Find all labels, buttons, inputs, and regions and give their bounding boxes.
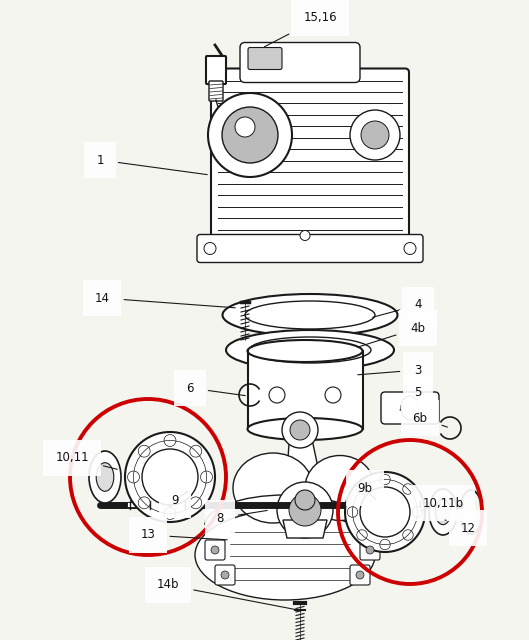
Ellipse shape (223, 294, 397, 336)
Circle shape (403, 484, 413, 494)
Circle shape (142, 449, 198, 505)
Ellipse shape (96, 463, 114, 492)
Text: 8: 8 (216, 511, 267, 525)
FancyBboxPatch shape (205, 540, 225, 560)
FancyBboxPatch shape (209, 81, 223, 101)
Text: 10,11: 10,11 (55, 451, 117, 469)
Circle shape (289, 494, 321, 526)
Circle shape (403, 530, 413, 540)
Text: 4b: 4b (358, 321, 425, 347)
Circle shape (290, 420, 310, 440)
Text: 12: 12 (445, 520, 476, 534)
Circle shape (277, 482, 333, 538)
Circle shape (138, 497, 150, 509)
Ellipse shape (435, 499, 451, 525)
Circle shape (412, 507, 423, 517)
Circle shape (138, 445, 150, 457)
Bar (248, 351, 362, 429)
Circle shape (221, 571, 229, 579)
Circle shape (357, 530, 367, 540)
Polygon shape (285, 430, 325, 500)
Text: 3: 3 (358, 364, 422, 376)
Circle shape (325, 387, 341, 403)
FancyBboxPatch shape (215, 565, 235, 585)
Circle shape (208, 93, 292, 177)
Ellipse shape (248, 418, 362, 440)
Circle shape (356, 571, 364, 579)
Ellipse shape (248, 340, 362, 362)
Circle shape (300, 230, 310, 241)
FancyBboxPatch shape (240, 42, 360, 83)
Text: 5: 5 (400, 387, 422, 410)
Ellipse shape (249, 337, 371, 363)
FancyBboxPatch shape (248, 47, 282, 70)
Ellipse shape (245, 301, 375, 329)
Circle shape (235, 117, 255, 137)
Circle shape (357, 484, 367, 494)
Text: 6: 6 (186, 381, 245, 396)
Circle shape (127, 471, 140, 483)
Circle shape (350, 110, 400, 160)
Text: 4: 4 (372, 298, 422, 317)
Circle shape (282, 412, 318, 448)
Circle shape (269, 387, 285, 403)
Circle shape (361, 121, 389, 149)
Circle shape (164, 508, 176, 520)
Text: 1: 1 (96, 154, 207, 175)
Circle shape (295, 490, 315, 510)
Text: 14b: 14b (157, 579, 295, 609)
Ellipse shape (401, 396, 419, 420)
Text: 10,11b: 10,11b (421, 497, 463, 511)
FancyBboxPatch shape (206, 56, 226, 84)
Circle shape (366, 546, 374, 554)
Circle shape (125, 432, 215, 522)
Circle shape (380, 540, 390, 550)
Circle shape (190, 445, 202, 457)
Ellipse shape (226, 330, 394, 370)
Text: 15,16: 15,16 (264, 12, 337, 47)
Circle shape (380, 474, 390, 484)
Circle shape (204, 243, 216, 255)
Circle shape (360, 487, 410, 537)
Ellipse shape (429, 489, 457, 535)
Text: 9: 9 (171, 492, 188, 506)
Text: 13: 13 (141, 529, 227, 541)
FancyBboxPatch shape (211, 68, 409, 241)
Circle shape (345, 472, 425, 552)
Polygon shape (283, 520, 327, 538)
Circle shape (222, 107, 278, 163)
Circle shape (200, 471, 213, 483)
Circle shape (190, 497, 202, 509)
Ellipse shape (89, 451, 121, 503)
FancyBboxPatch shape (350, 565, 370, 585)
Text: 6b: 6b (413, 412, 448, 427)
Text: 9b: 9b (358, 481, 376, 500)
Ellipse shape (305, 456, 375, 520)
Ellipse shape (233, 453, 313, 523)
FancyBboxPatch shape (381, 392, 439, 424)
Circle shape (347, 507, 358, 517)
Circle shape (211, 546, 219, 554)
Circle shape (404, 243, 416, 255)
Text: 14: 14 (95, 291, 235, 308)
FancyBboxPatch shape (360, 540, 380, 560)
Ellipse shape (195, 510, 375, 600)
Circle shape (164, 435, 176, 447)
FancyBboxPatch shape (197, 234, 423, 262)
